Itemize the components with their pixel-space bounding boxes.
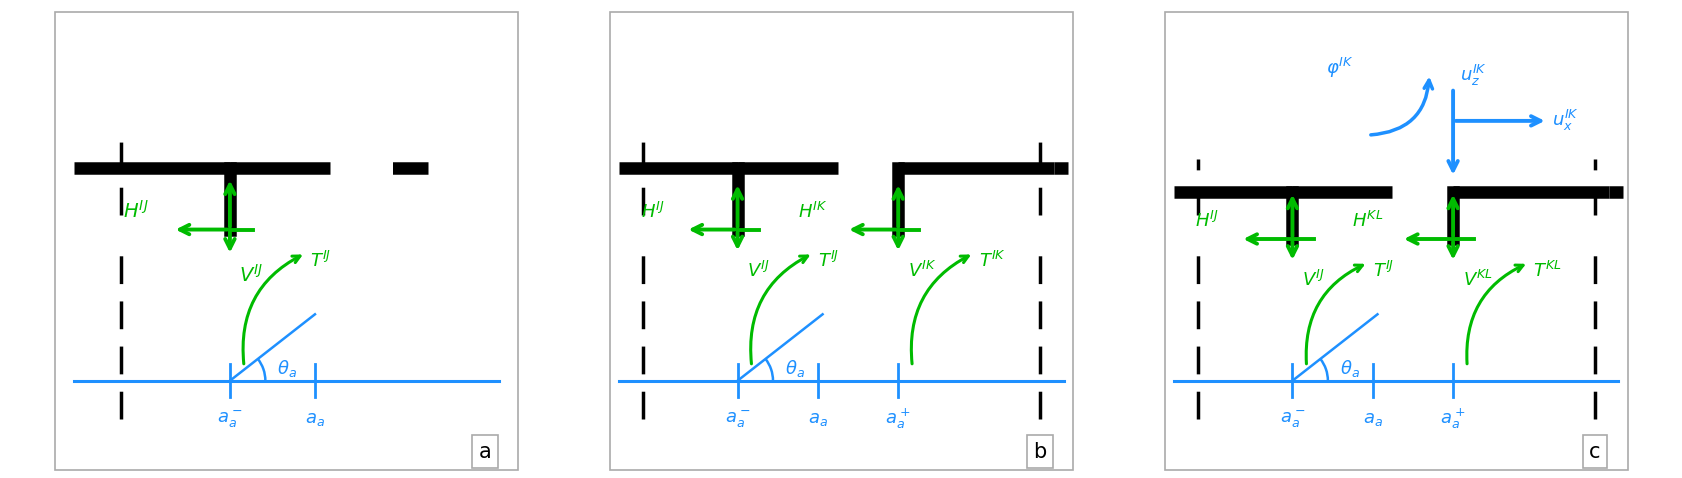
Text: $T^{IJ}$: $T^{IJ}$: [1373, 261, 1393, 281]
Text: $a_a^-$: $a_a^-$: [725, 409, 750, 430]
Text: $V^{KL}$: $V^{KL}$: [1462, 270, 1492, 290]
Text: $a_a^+$: $a_a^+$: [885, 406, 910, 431]
Text: $a_a^-$: $a_a^-$: [217, 409, 242, 430]
Text: b: b: [1033, 442, 1046, 462]
Text: $\theta_a$: $\theta_a$: [278, 358, 298, 379]
Text: $\theta_a$: $\theta_a$: [784, 358, 804, 379]
Text: $V^{IK}$: $V^{IK}$: [907, 261, 935, 281]
Text: c: c: [1588, 442, 1600, 462]
Text: $a_a$: $a_a$: [304, 410, 325, 428]
Text: $u_x^{IK}$: $u_x^{IK}$: [1551, 108, 1578, 132]
Text: $H^{IJ}$: $H^{IJ}$: [641, 202, 664, 222]
Text: $H^{IK}$: $H^{IK}$: [797, 202, 828, 222]
Text: $a_a$: $a_a$: [807, 410, 828, 428]
Text: $\theta_a$: $\theta_a$: [1339, 358, 1359, 379]
Text: $H^{IJ}$: $H^{IJ}$: [123, 200, 148, 222]
Text: $H^{IJ}$: $H^{IJ}$: [1194, 211, 1218, 231]
Text: $V^{IJ}$: $V^{IJ}$: [239, 264, 264, 285]
Text: $a_a^+$: $a_a^+$: [1440, 406, 1465, 431]
Text: $u_z^{IK}$: $u_z^{IK}$: [1460, 63, 1487, 88]
Text: $T^{IJ}$: $T^{IJ}$: [817, 251, 839, 272]
Text: $V^{IJ}$: $V^{IJ}$: [1302, 270, 1324, 290]
Text: a: a: [478, 442, 491, 462]
Text: $\varphi^{IK}$: $\varphi^{IK}$: [1325, 55, 1352, 80]
Text: $T^{IJ}$: $T^{IJ}$: [309, 251, 331, 272]
Text: $a_a^-$: $a_a^-$: [1278, 409, 1305, 430]
Text: $T^{IK}$: $T^{IK}$: [977, 251, 1004, 272]
Text: $H^{KL}$: $H^{KL}$: [1352, 211, 1383, 231]
Text: $a_a$: $a_a$: [1362, 410, 1383, 428]
Text: $V^{IJ}$: $V^{IJ}$: [747, 261, 769, 281]
Text: $T^{KL}$: $T^{KL}$: [1532, 261, 1561, 281]
